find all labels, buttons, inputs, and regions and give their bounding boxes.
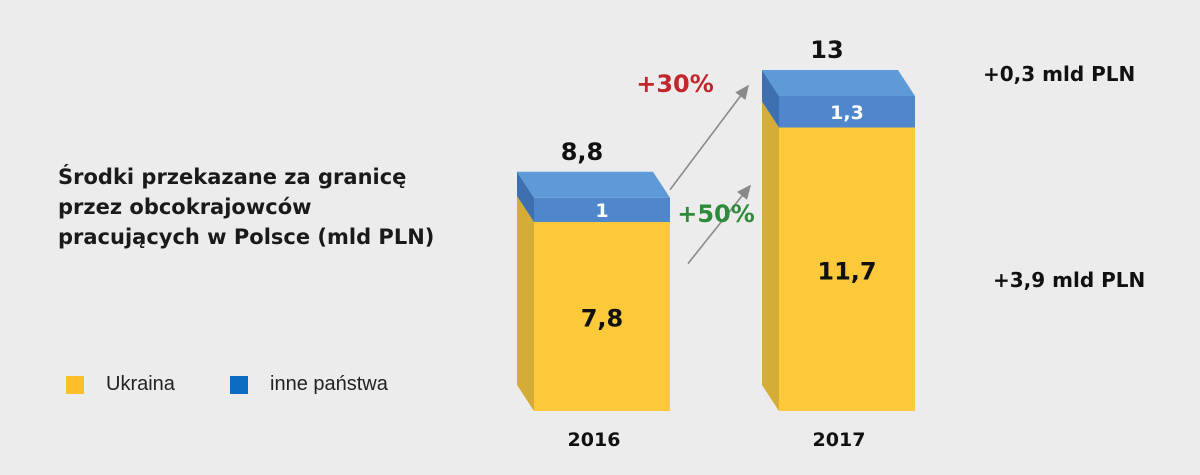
bar-side-other-2017 <box>762 70 779 128</box>
bar-top-2017 <box>762 70 915 96</box>
legend-label-ukraine: Ukraina <box>106 373 175 395</box>
total-label-2017: 13 <box>810 36 843 64</box>
bar-side-other-2016 <box>517 171 534 222</box>
side-note-ukraine: +3,9 mld PLN <box>993 268 1146 292</box>
legend-label-other-countries: inne państwa <box>270 373 388 395</box>
bar-top-2016 <box>517 171 670 198</box>
bar-ukraine-2017 <box>779 127 915 411</box>
legend-swatch-other-countries <box>230 376 248 394</box>
bar-side-ukraine-2016 <box>517 196 534 411</box>
growth-label-ukraine: +50% <box>677 200 755 228</box>
growth-label-other: +30% <box>636 70 714 98</box>
data-label-ukraine-2016: 7,8 <box>581 305 624 333</box>
data-label-ukraine-2017: 11,7 <box>817 257 876 285</box>
chart-title: Środki przekazane za granicę przez obcok… <box>58 165 435 249</box>
growth-arrow-ukraine <box>687 184 751 265</box>
total-label-2016: 8,8 <box>561 138 604 166</box>
legend-swatch-ukraine <box>66 376 84 394</box>
bar-other-2016 <box>534 197 670 222</box>
category-label-2017: 2017 <box>813 429 866 451</box>
data-label-other-2016: 1 <box>595 200 608 222</box>
bar-other-2017 <box>779 96 915 128</box>
growth-arrow-other <box>669 84 749 191</box>
data-label-other-2017: 1,3 <box>830 102 864 124</box>
category-label-2016: 2016 <box>568 429 621 451</box>
bar-side-ukraine-2017 <box>762 101 779 411</box>
bar-ukraine-2016 <box>534 222 670 411</box>
side-note-other-countries: +0,3 mld PLN <box>983 62 1136 86</box>
